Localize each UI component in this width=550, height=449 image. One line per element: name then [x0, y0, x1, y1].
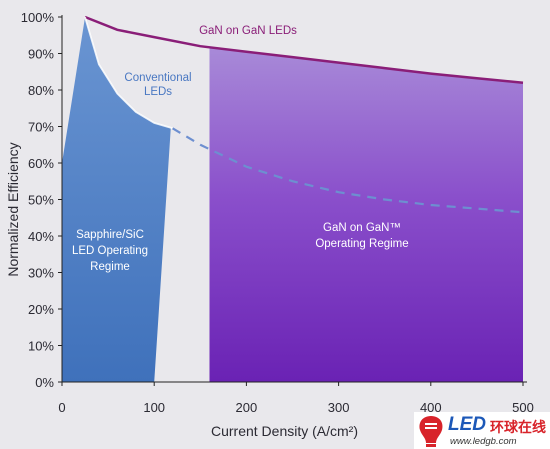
- x-tick-label: 200: [236, 400, 258, 415]
- y-tick-label: 30%: [28, 266, 54, 281]
- x-tick-label: 500: [512, 400, 534, 415]
- watermark-brand-cn: 环球在线: [490, 420, 546, 436]
- y-tick-label: 0%: [35, 375, 54, 390]
- y-tick-label: 80%: [28, 83, 54, 98]
- x-tick-label: 400: [420, 400, 442, 415]
- region-gan-on-gan: [209, 47, 523, 383]
- y-tick-label: 50%: [28, 193, 54, 208]
- conventional-leds-label: Conventional: [124, 72, 191, 84]
- x-tick-label: 0: [58, 400, 65, 415]
- region-gan-label: GaN on GaN™: [323, 222, 401, 234]
- conventional-leds-label: LEDs: [144, 86, 172, 98]
- x-tick-label: 300: [328, 400, 350, 415]
- x-axis-title: Current Density (A/cm²): [211, 423, 358, 439]
- watermark-logo: LED 环球在线 www.ledgb.com: [414, 412, 550, 449]
- y-tick-label: 20%: [28, 302, 54, 317]
- watermark-brand: LED: [448, 414, 486, 435]
- x-tick-label: 100: [143, 400, 165, 415]
- y-tick-label: 100%: [21, 10, 55, 25]
- region-sapphire-label: Sapphire/SiC: [76, 229, 144, 241]
- series-gan-on-gan-line: [84, 15, 524, 84]
- y-tick-label: 70%: [28, 120, 54, 135]
- y-tick-label: 90%: [28, 47, 54, 62]
- y-tick-label: 10%: [28, 339, 54, 354]
- series-conventional-extrapolated-line: [172, 127, 524, 214]
- region-gan-label: Operating Regime: [315, 238, 408, 250]
- gan-line-label: GaN on GaN LEDs: [199, 25, 297, 37]
- led-bulb-icon: [419, 416, 443, 447]
- watermark-url: www.ledgb.com: [450, 436, 517, 447]
- region-sapphire-sic: [62, 17, 171, 382]
- y-tick-label: 60%: [28, 156, 54, 171]
- region-sapphire-label: LED Operating: [72, 245, 148, 257]
- y-axis-title: Normalized Efficiency: [5, 142, 21, 276]
- y-tick-label: 40%: [28, 229, 54, 244]
- series-conventional-line: [84, 16, 173, 130]
- region-sapphire-label: Regime: [90, 261, 130, 273]
